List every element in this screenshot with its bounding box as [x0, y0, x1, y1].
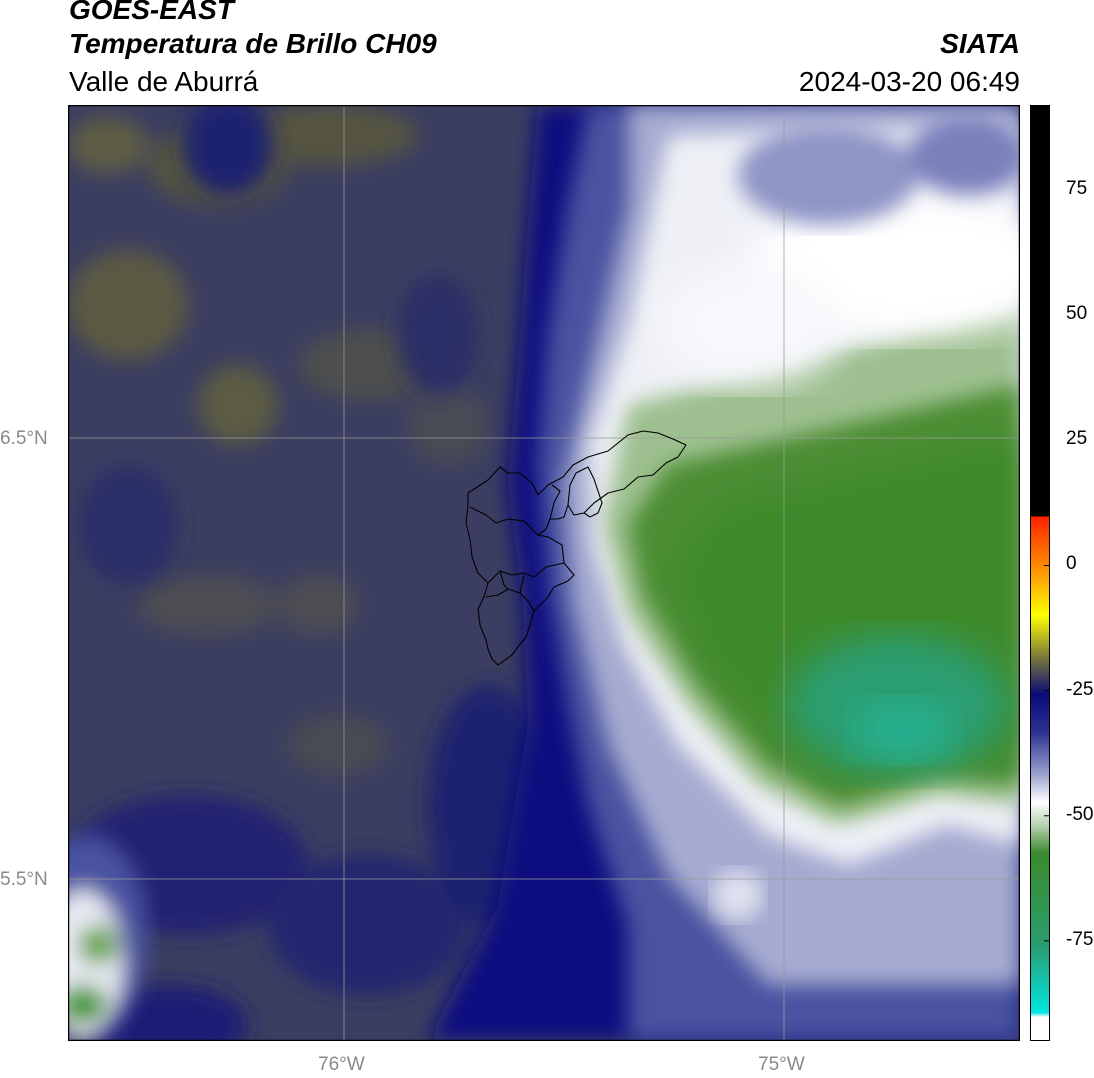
colorbar-tick-label: -25: [1066, 678, 1094, 700]
lon-label-76: 76°W: [318, 1054, 365, 1075]
title-line-1: GOES-EAST: [69, 0, 234, 25]
lower-left-cloud: [68, 835, 148, 1040]
colorbar-gradient: [1030, 105, 1050, 1041]
subtitle: Valle de Aburrá: [69, 66, 259, 97]
colorbar-tick-label: -75: [1066, 928, 1094, 950]
timestamp: 2024-03-20 06:49: [798, 66, 1020, 97]
white-cloud-top-2: [658, 265, 838, 385]
map-canvas: [68, 105, 1020, 1041]
satellite-map[interactable]: [68, 105, 1020, 1041]
colorbar-tick-label: -50: [1066, 803, 1094, 825]
organization-label: SIATA: [940, 28, 1020, 59]
title-line-2: Temperatura de Brillo CH09: [69, 28, 437, 59]
lon-label-75: 75°W: [758, 1054, 805, 1075]
colorbar: [1030, 105, 1050, 1041]
lat-label-6-5: 6.5°N: [0, 428, 48, 449]
teal-core-bright: [853, 700, 953, 760]
lat-label-5-5: 5.5°N: [0, 869, 48, 890]
colorbar-tick-label: 75: [1066, 178, 1088, 200]
lavender-wisps: [738, 115, 1020, 225]
colorbar-tick-label: 0: [1066, 553, 1077, 575]
map-frame: [68, 105, 1020, 1041]
colorbar-tick-label: 50: [1066, 303, 1088, 325]
small-cold-cell: [713, 870, 763, 920]
municipality-boundaries: [465, 430, 687, 666]
colorbar-tick-label: 25: [1066, 428, 1088, 450]
